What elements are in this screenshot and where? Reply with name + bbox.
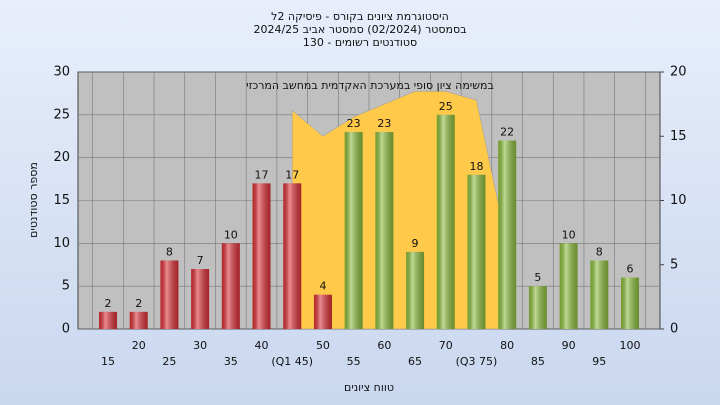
x-tick-label: (Q1 45) [271, 355, 313, 368]
x-tick-label: 20 [132, 339, 146, 352]
y-tick-label: 0 [62, 322, 70, 337]
data-label: 17 [285, 168, 299, 181]
data-label: 10 [224, 228, 238, 241]
chart-title: היסטוגרמת ציונים בקורס - פיסיקה 2ל [271, 10, 449, 23]
chart-subtitle: סטודנטים רשומים - 130 [303, 36, 417, 49]
x-tick-label: 40 [255, 339, 269, 352]
x-tick-label: 65 [408, 355, 422, 368]
data-label: 10 [562, 228, 576, 241]
x-tick-label: 25 [162, 355, 176, 368]
bar-shine [621, 277, 639, 329]
data-label: 2 [135, 297, 142, 310]
x-tick-label: 85 [531, 355, 545, 368]
y-tick-label: 30 [53, 65, 70, 80]
x-tick-label: 90 [562, 339, 576, 352]
y2-tick-label: 10 [670, 193, 687, 208]
x-tick-label: 60 [377, 339, 391, 352]
y-axis-label: מספר סטודנטים [27, 162, 40, 238]
data-label: 8 [166, 245, 173, 258]
x-tick-label: 70 [439, 339, 453, 352]
y2-tick-label: 20 [670, 65, 687, 80]
data-label: 9 [412, 237, 419, 250]
annotation: במשימה ציון סופי במערכת האקדמית במחשב המ… [246, 79, 494, 92]
data-label: 7 [197, 254, 204, 267]
y-tick-label: 25 [53, 107, 70, 122]
bar-shine [283, 183, 302, 329]
bar-shine [221, 243, 240, 329]
chart-subtitle: בסמסטר (02/2024) סמסטר אביב 2024/25 [253, 23, 466, 36]
data-label: 23 [347, 117, 361, 130]
x-tick-label: 50 [316, 339, 330, 352]
bar-shine [590, 260, 609, 329]
bar-shine [191, 269, 210, 329]
bar-shine [160, 260, 179, 329]
y-tick-label: 20 [53, 150, 70, 165]
y2-tick-label: 0 [670, 322, 678, 337]
bar-shine [498, 140, 517, 329]
data-label: 5 [534, 271, 541, 284]
bar-shine [252, 183, 271, 329]
data-label: 23 [377, 117, 391, 130]
bar-shine [559, 243, 578, 329]
x-tick-label: (Q3 75) [456, 355, 498, 368]
data-label: 8 [596, 245, 603, 258]
y-tick-label: 10 [53, 236, 70, 251]
x-tick-label: 55 [347, 355, 361, 368]
x-tick-label: 80 [500, 339, 514, 352]
bar-shine [406, 251, 425, 329]
data-label: 6 [627, 263, 634, 276]
data-label: 4 [319, 280, 326, 293]
y2-tick-label: 15 [670, 129, 687, 144]
data-label: 18 [469, 160, 483, 173]
x-tick-label: 30 [193, 339, 207, 352]
y-tick-label: 5 [62, 279, 70, 294]
bar-shine [375, 131, 394, 329]
x-tick-label: 15 [101, 355, 115, 368]
bar-shine [436, 114, 455, 329]
y2-tick-label: 5 [670, 257, 678, 272]
x-tick-label: 35 [224, 355, 238, 368]
bar-shine [313, 294, 332, 329]
data-label: 25 [439, 100, 453, 113]
x-tick-label: 95 [592, 355, 606, 368]
data-label: 2 [105, 297, 112, 310]
x-axis-label: טווח ציונים [344, 381, 394, 394]
y-tick-label: 15 [53, 193, 70, 208]
bar-shine [467, 174, 486, 329]
data-label: 22 [500, 126, 514, 139]
bar-shine [99, 311, 117, 329]
data-label: 17 [255, 168, 269, 181]
bar-shine [129, 311, 148, 329]
x-tick-label: 100 [620, 339, 641, 352]
bar-shine [528, 286, 547, 329]
bar-shine [344, 131, 363, 329]
